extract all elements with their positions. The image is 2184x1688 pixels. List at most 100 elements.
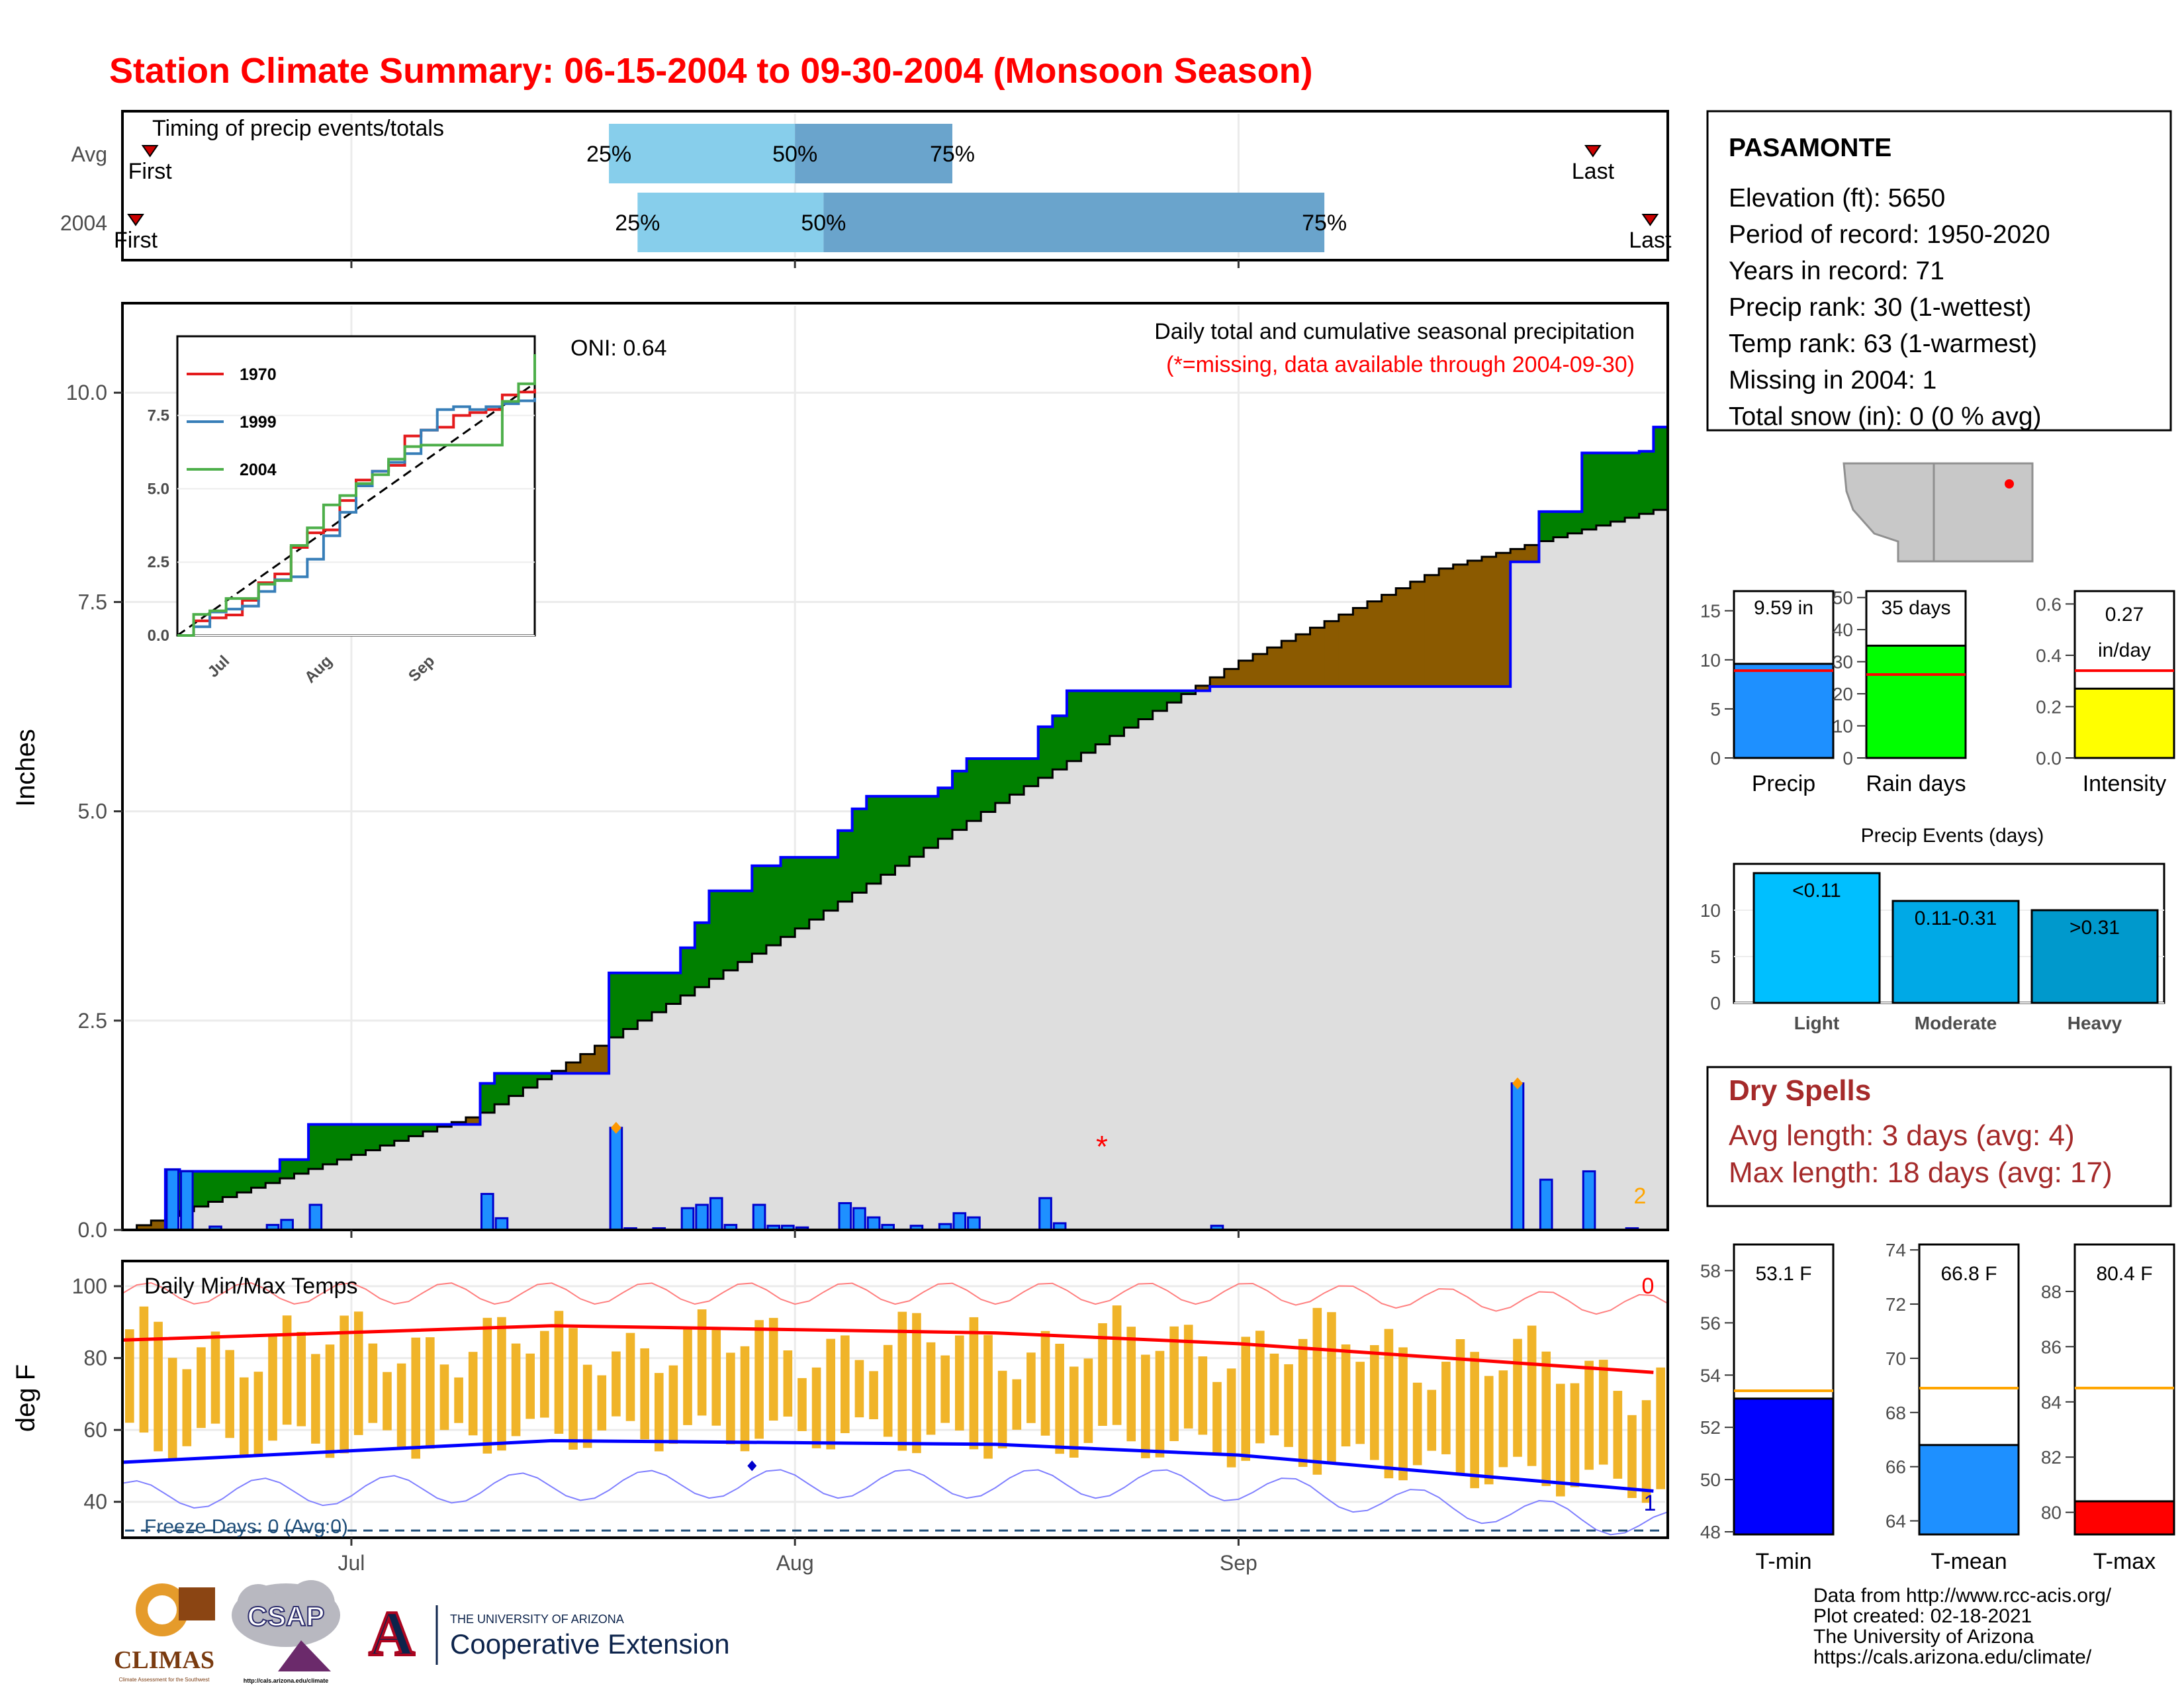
station-info-line: Temp rank: 63 (1-warmest)	[1729, 330, 2037, 358]
summary-bar-precip	[1733, 663, 1835, 759]
timing-bar-50-75	[823, 193, 1325, 252]
daily-temp-range-bar	[340, 1315, 349, 1454]
daily-temp-range-bar	[268, 1336, 277, 1441]
inset-ytick-label: 5.0	[148, 480, 169, 498]
daily-temp-range-bar	[597, 1375, 607, 1430]
daily-temp-range-bar	[1513, 1338, 1522, 1457]
precip-ytick-label: 5.0	[78, 800, 107, 823]
below-avg-fill	[594, 1045, 610, 1074]
temp-bar-ytick-label: 80	[2041, 1503, 2062, 1523]
above-avg-fill	[351, 1124, 367, 1155]
temp-panel: Daily Min/Max Temps 0 1 Freeze Days: 0 (…	[11, 1260, 1669, 1539]
above-avg-fill	[766, 865, 782, 945]
corner-count: 2	[1634, 1184, 1647, 1209]
above-avg-fill	[981, 758, 996, 812]
daily-temp-range-bar	[325, 1344, 335, 1458]
daily-temp-range-bar	[1012, 1379, 1022, 1430]
avg-cumulative-line	[122, 508, 1668, 1231]
above-avg-fill	[895, 796, 910, 866]
daily-temp-range-bar	[997, 1370, 1007, 1449]
daily-temp-range-bar	[697, 1309, 707, 1416]
daily-temp-range-bar	[969, 1317, 979, 1450]
above-avg-fill	[694, 922, 710, 988]
daily-temp-range-bar	[296, 1331, 306, 1427]
timing-label-75: 75%	[930, 142, 975, 167]
precip-events-chart: Precip Events (days) 0 5 10 <0.11 Light 0.11-…	[1700, 825, 2165, 1033]
timing-bar-25-50	[637, 193, 824, 252]
last-event-marker	[1584, 145, 1602, 158]
events-bar-label: >0.31	[2070, 917, 2120, 939]
above-avg-fill	[423, 1124, 438, 1132]
daily-temp-range-bar	[612, 1351, 621, 1417]
below-avg-fill	[1439, 568, 1454, 687]
above-avg-fill	[795, 857, 810, 929]
precip-ytick-label: 0.0	[78, 1218, 107, 1242]
station-info-line: Missing in 2004: 1	[1729, 366, 1936, 395]
footer-line: The University of Arizona	[1813, 1626, 2034, 1648]
events-bar-light	[1752, 872, 1881, 1004]
dry-spells-max: Max length: 18 days (avg: 17)	[1729, 1156, 2113, 1189]
summary-value-label: 9.59 in	[1754, 597, 1813, 619]
daily-temp-range-bar	[197, 1347, 206, 1429]
temp-bar-name: T-min	[1756, 1549, 1812, 1574]
temp-bar-ytick-label: 52	[1700, 1417, 1721, 1438]
daily-temp-range-bar	[768, 1317, 778, 1421]
above-avg-fill	[251, 1171, 266, 1188]
daily-precip-bar	[752, 1203, 766, 1231]
above-avg-fill	[680, 947, 696, 996]
daily-temp-range-bar	[1083, 1358, 1093, 1443]
daily-precip-bar	[709, 1197, 723, 1231]
daily-temp-range-bar	[1055, 1343, 1064, 1454]
arizona-newmexico-map	[1843, 462, 2034, 563]
temp-bar-ytick-label: 48	[1700, 1522, 1721, 1542]
daily-temp-range-bar	[1183, 1325, 1193, 1429]
dry-spells-box: Dry Spells Avg length: 3 days (avg: 4) M…	[1706, 1066, 2172, 1207]
station-location-marker	[2005, 479, 2014, 489]
events-category-label: Light	[1794, 1013, 1839, 1033]
above-avg-fill	[1582, 453, 1597, 530]
csap-logo: CSAP http://cals.arizona.edu/climate	[232, 1580, 340, 1684]
station-info-box: PASAMONTE Elevation (ft): 5650 Period of …	[1706, 110, 2172, 432]
above-avg-fill	[1653, 427, 1668, 510]
inset-legend-label: 1970	[240, 365, 277, 384]
month-tick-label: Sep	[1220, 1551, 1257, 1575]
above-avg-fill	[809, 857, 824, 920]
station-info-line: Total snow (in): 0 (0 % avg)	[1729, 402, 2042, 431]
daily-precip-bar	[1582, 1170, 1596, 1231]
cumulative-2004-line	[122, 426, 1668, 1231]
daily-temp-range-bar	[1141, 1354, 1150, 1458]
below-avg-fill	[1410, 581, 1426, 687]
below-avg-fill	[1481, 557, 1497, 687]
below-avg-fill	[151, 1220, 166, 1230]
daily-precip-bar	[695, 1203, 709, 1231]
above-avg-fill	[1038, 726, 1053, 778]
events-ytick-label: 5	[1710, 947, 1721, 967]
month-tick-label: Jul	[338, 1551, 365, 1575]
climas-sun-core	[148, 1595, 177, 1624]
daily-precip-bar	[967, 1216, 981, 1231]
dry-spells-avg: Avg length: 3 days (avg: 4)	[1729, 1119, 2075, 1152]
daily-temp-range-bar	[1427, 1389, 1437, 1451]
above-avg-fill	[222, 1171, 238, 1197]
above-avg-fill	[523, 1073, 538, 1088]
daily-temp-range-bar	[1498, 1370, 1508, 1468]
above-avg-fill	[1152, 690, 1167, 711]
daily-temp-range-bar	[525, 1353, 535, 1419]
daily-precip-bar	[1038, 1197, 1052, 1231]
above-avg-fill	[1024, 758, 1039, 786]
above-avg-fill	[1596, 453, 1612, 526]
precip-ytick-label: 2.5	[78, 1009, 107, 1033]
daily-temp-range-bar	[754, 1320, 764, 1439]
temp-bar-ytick-label: 56	[1700, 1313, 1721, 1333]
daily-temp-range-bar	[1598, 1360, 1608, 1465]
daily-temp-range-bar	[897, 1311, 907, 1451]
temp-ylabel: deg F	[11, 1364, 40, 1432]
daily-precip-bar	[165, 1168, 179, 1231]
daily-temp-range-bar	[225, 1350, 234, 1438]
first-event-label: First	[128, 159, 173, 184]
above-avg-fill	[651, 972, 667, 1013]
station-info-line: Precip rank: 30 (1-wettest)	[1729, 293, 2031, 322]
daily-temp-range-bar	[1641, 1400, 1651, 1503]
